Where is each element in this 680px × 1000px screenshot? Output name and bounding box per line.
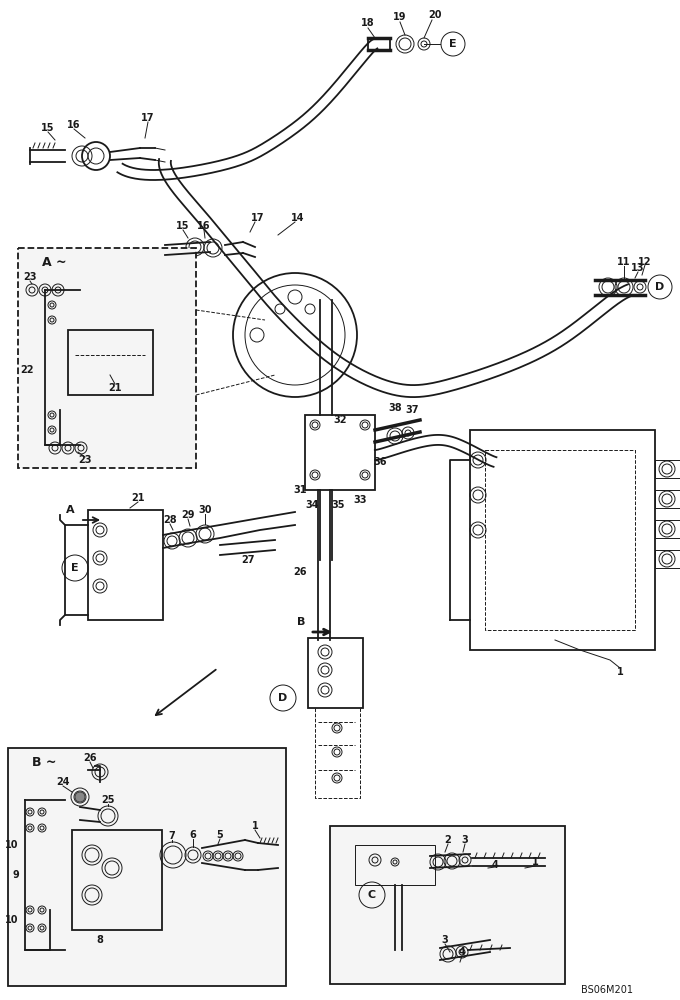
- Text: 26: 26: [293, 567, 307, 577]
- Text: D: D: [656, 282, 664, 292]
- Text: 22: 22: [20, 365, 34, 375]
- Text: 23: 23: [78, 455, 92, 465]
- Text: 30: 30: [199, 505, 211, 515]
- Text: 4: 4: [492, 860, 498, 870]
- Bar: [72, 830, 162, 930]
- Bar: [68, 330, 153, 395]
- Text: BS06M201: BS06M201: [581, 985, 633, 995]
- Text: B ~: B ~: [32, 756, 56, 768]
- Text: 2: 2: [445, 835, 452, 845]
- Text: 3: 3: [462, 835, 469, 845]
- Text: 15: 15: [176, 221, 190, 231]
- Bar: [470, 430, 655, 650]
- Text: 1: 1: [617, 667, 624, 677]
- Text: 25: 25: [101, 795, 115, 805]
- Text: 32: 32: [333, 415, 347, 425]
- Text: 23: 23: [23, 272, 37, 282]
- Text: 37: 37: [405, 405, 419, 415]
- Text: 34: 34: [305, 500, 319, 510]
- Text: 33: 33: [353, 495, 367, 505]
- Text: 6: 6: [190, 830, 197, 840]
- Text: 9: 9: [12, 870, 19, 880]
- Text: C: C: [368, 890, 376, 900]
- Text: 1: 1: [532, 857, 539, 867]
- Bar: [8, 748, 286, 986]
- Text: 19: 19: [393, 12, 407, 22]
- Text: 10: 10: [5, 840, 18, 850]
- Bar: [655, 490, 680, 508]
- Text: A: A: [67, 505, 75, 515]
- Text: D: D: [278, 693, 288, 703]
- Text: 16: 16: [67, 120, 81, 130]
- Text: 8: 8: [97, 935, 103, 945]
- Text: E: E: [449, 39, 457, 49]
- Text: 35: 35: [331, 500, 345, 510]
- Text: 4: 4: [458, 947, 465, 957]
- Text: 20: 20: [428, 10, 442, 20]
- Text: 7: 7: [169, 831, 175, 841]
- Text: 17: 17: [141, 113, 155, 123]
- Bar: [655, 520, 680, 538]
- Bar: [305, 415, 375, 490]
- Text: 26: 26: [83, 753, 97, 763]
- Bar: [355, 845, 435, 885]
- Text: 17: 17: [251, 213, 265, 223]
- Bar: [88, 510, 163, 620]
- Text: 5: 5: [217, 830, 223, 840]
- Text: 10: 10: [5, 915, 18, 925]
- Bar: [655, 460, 680, 478]
- Text: B: B: [296, 617, 305, 627]
- Text: A ~: A ~: [42, 255, 67, 268]
- Text: 27: 27: [241, 555, 255, 565]
- Text: 11: 11: [617, 257, 631, 267]
- Text: 15: 15: [41, 123, 55, 133]
- Text: 14: 14: [291, 213, 305, 223]
- Text: 12: 12: [639, 257, 651, 267]
- Text: 1: 1: [252, 821, 258, 831]
- Text: 16: 16: [197, 221, 211, 231]
- Text: 18: 18: [361, 18, 375, 28]
- Text: E: E: [71, 563, 79, 573]
- Bar: [308, 638, 363, 708]
- Bar: [18, 248, 196, 468]
- Text: 3: 3: [441, 935, 448, 945]
- Bar: [655, 550, 680, 568]
- Bar: [330, 826, 565, 984]
- Text: 24: 24: [56, 777, 70, 787]
- Bar: [485, 450, 635, 630]
- Text: 29: 29: [182, 510, 194, 520]
- Text: 13: 13: [631, 263, 645, 273]
- Text: 31: 31: [293, 485, 307, 495]
- Text: 21: 21: [108, 383, 122, 393]
- Text: 28: 28: [163, 515, 177, 525]
- Text: 21: 21: [131, 493, 145, 503]
- Text: 38: 38: [388, 403, 402, 413]
- Text: 36: 36: [373, 457, 387, 467]
- Circle shape: [75, 792, 85, 802]
